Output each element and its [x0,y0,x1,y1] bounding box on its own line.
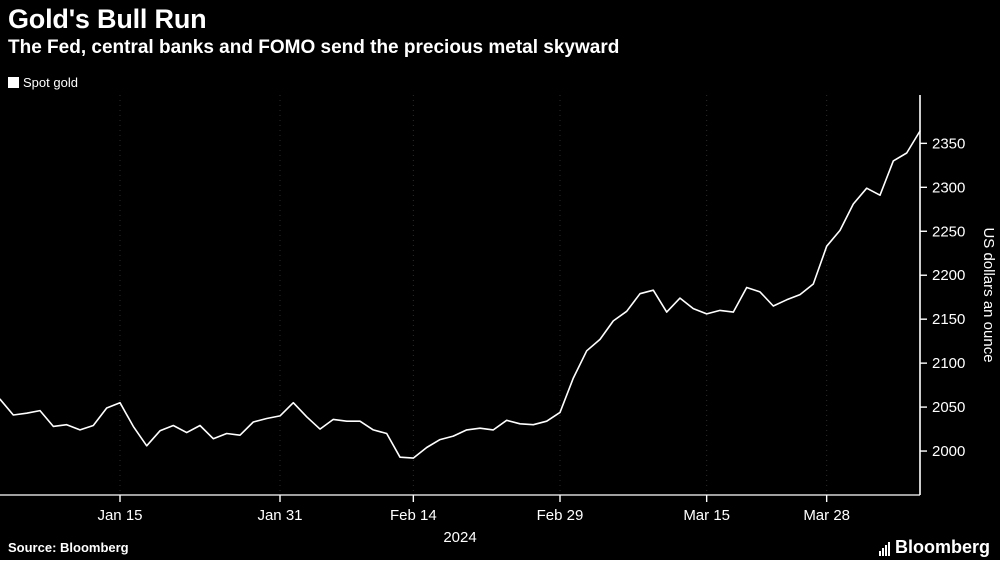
svg-text:Jan 31: Jan 31 [257,507,302,524]
svg-text:Mar 28: Mar 28 [803,507,850,524]
svg-text:2150: 2150 [932,311,965,328]
svg-text:2300: 2300 [932,179,965,196]
svg-text:2000: 2000 [932,443,965,460]
legend-series-label: Spot gold [23,75,78,90]
svg-text:Mar 15: Mar 15 [683,507,730,524]
svg-text:Jan 15: Jan 15 [97,507,142,524]
chart-area: 2000 2050 2100 2150 2200 2250 2300 2350 Jan 15 Ja… [0,88,1000,548]
svg-text:2350: 2350 [932,135,965,152]
svg-text:Feb 14: Feb 14 [390,507,437,524]
svg-text:2100: 2100 [932,355,965,372]
bottom-divider [0,560,1000,562]
chart-title: Gold's Bull Run [8,4,207,34]
legend: Spot gold [8,75,78,90]
spot-gold-line-chart: 2000 2050 2100 2150 2200 2250 2300 2350 Jan 15 Ja… [0,95,997,546]
chart-subtitle: The Fed, central banks and FOMO send the… [8,37,620,58]
svg-text:2200: 2200 [932,267,965,284]
svg-text:2050: 2050 [932,399,965,416]
svg-text:2024: 2024 [443,529,476,546]
bloomberg-wordmark: Bloomberg [894,537,990,557]
source-attribution: Source: Bloomberg [8,540,129,555]
legend-square-marker-icon [8,77,19,88]
svg-text:Feb 29: Feb 29 [537,507,584,524]
svg-text:2250: 2250 [932,223,965,240]
bloomberg-bars-icon [878,542,890,556]
svg-text:US dollars an ounce: US dollars an ounce [980,227,997,362]
bloomberg-logo: Bloomberg [878,537,990,557]
